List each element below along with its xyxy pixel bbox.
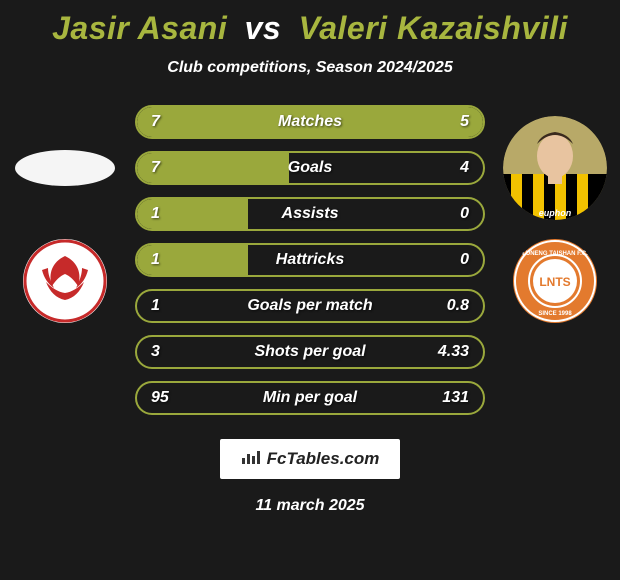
stat-left-value: 1 xyxy=(151,251,160,269)
stat-right-value: 0 xyxy=(460,205,469,223)
stat-right-value: 0 xyxy=(460,251,469,269)
title-player-left: Jasir Asani xyxy=(52,10,227,46)
svg-text:LNTS: LNTS xyxy=(539,275,570,289)
stat-left-value: 95 xyxy=(151,389,169,407)
stat-left-value: 7 xyxy=(151,159,160,177)
stat-label: Shots per goal xyxy=(254,343,365,361)
svg-text:LUNENG TAISHAN F.C.: LUNENG TAISHAN F.C. xyxy=(522,251,588,257)
stat-right-value: 131 xyxy=(442,389,469,407)
stat-left-value: 1 xyxy=(151,297,160,315)
footer-date: 11 march 2025 xyxy=(255,497,364,515)
stat-row: 7 Goals 4 xyxy=(135,151,485,185)
right-club-badge: LNTS LUNENG TAISHAN F.C. SINCE 1998 xyxy=(512,238,598,324)
brand-chart-icon xyxy=(241,449,261,470)
stat-label: Goals xyxy=(288,159,332,177)
stat-row: 95 Min per goal 131 xyxy=(135,381,485,415)
stat-right-value: 4 xyxy=(460,159,469,177)
stat-row: 3 Shots per goal 4.33 xyxy=(135,335,485,369)
svg-text:euphon: euphon xyxy=(539,208,572,218)
stat-left-value: 7 xyxy=(151,113,160,131)
stat-label: Min per goal xyxy=(263,389,357,407)
stat-row: 1 Assists 0 xyxy=(135,197,485,231)
right-player-photo: euphon xyxy=(503,116,607,220)
stat-row: 7 Matches 5 xyxy=(135,105,485,139)
stat-row: 1 Goals per match 0.8 xyxy=(135,289,485,323)
stat-left-value: 3 xyxy=(151,343,160,361)
stat-row: 1 Hattricks 0 xyxy=(135,243,485,277)
stat-label: Hattricks xyxy=(276,251,344,269)
brand-badge: FcTables.com xyxy=(220,439,400,479)
subtitle: Club competitions, Season 2024/2025 xyxy=(167,59,452,77)
stat-label: Assists xyxy=(282,205,339,223)
title-vs: vs xyxy=(245,10,282,46)
right-player-column: euphon LNTS LUNENG TAISHAN F.C. SINCE 19… xyxy=(490,116,620,324)
left-player-column xyxy=(0,116,130,324)
svg-text:SINCE 1998: SINCE 1998 xyxy=(538,311,572,317)
stat-right-value: 4.33 xyxy=(438,343,469,361)
stat-label: Matches xyxy=(278,113,342,131)
page-title: Jasir Asani vs Valeri Kazaishvili xyxy=(52,10,568,47)
stat-right-value: 5 xyxy=(460,113,469,131)
stats-panel: 7 Matches 5 7 Goals 4 1 Assists 0 1 Hattricks 0 1 Goa… xyxy=(135,105,485,415)
brand-text: FcTables.com xyxy=(267,449,380,469)
stat-label: Goals per match xyxy=(247,297,372,315)
left-club-badge xyxy=(22,238,108,324)
left-player-photo xyxy=(13,116,117,220)
stat-right-value: 0.8 xyxy=(447,297,469,315)
stat-left-value: 1 xyxy=(151,205,160,223)
title-player-right: Valeri Kazaishvili xyxy=(299,10,568,46)
